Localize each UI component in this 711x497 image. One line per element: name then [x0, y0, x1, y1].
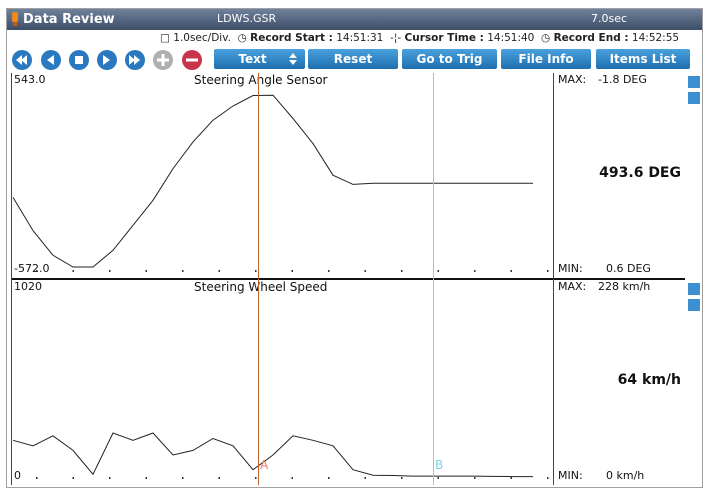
info-line: □ 1.0sec/Div. ◷ Record Start : 14:51:31 … [160, 32, 680, 44]
current-value: 64 km/h [617, 372, 681, 388]
time-tick [401, 270, 403, 272]
time-tick [255, 270, 257, 272]
time-tick [145, 477, 147, 479]
time-tick [291, 270, 293, 272]
max-value: -1.8 DEG [598, 73, 647, 86]
current-value: 493.6 DEG [599, 165, 681, 181]
time-tick [182, 477, 184, 479]
cursor-b-label: B [435, 458, 444, 472]
toolbar-button[interactable]: File Info [501, 49, 591, 69]
time-tick [474, 270, 476, 272]
y-min-label: -572.0 [14, 262, 50, 275]
time-tick [474, 477, 476, 479]
time-tick [109, 477, 111, 479]
time-tick [364, 477, 366, 479]
time-tick [182, 270, 184, 272]
min-label: MIN: [558, 469, 583, 482]
max-label: MAX: [558, 280, 587, 293]
min-label: MIN: [558, 262, 583, 275]
file-name: LDWS.GSR [217, 12, 277, 25]
close-button[interactable] [688, 283, 700, 295]
signal-plot [12, 432, 549, 479]
max-value: 228 km/h [598, 280, 651, 293]
time-tick [547, 477, 549, 479]
y-max-label: 1020 [14, 280, 42, 293]
division: 1.0sec/Div. [173, 32, 231, 44]
record-end: 14:52:55 [631, 32, 680, 44]
scale-button[interactable] [688, 299, 700, 311]
min-value: 0 km/h [606, 469, 645, 482]
signal-plot [12, 94, 549, 272]
cursor-a-line[interactable] [258, 73, 259, 485]
time-tick [364, 270, 366, 272]
time-tick [547, 270, 549, 272]
time-tick [255, 477, 257, 479]
y-min-label: 0 [14, 469, 21, 482]
app-icon [12, 12, 18, 26]
toolbar-button[interactable]: Reset Min.Max [308, 49, 398, 86]
time-tick [72, 477, 74, 479]
cursor-time-label: Cursor Time : [404, 32, 484, 44]
time-tick [36, 477, 38, 479]
time-tick [109, 270, 111, 272]
toolbar-button[interactable]: Text [214, 49, 305, 69]
time-tick [510, 477, 512, 479]
window-frame [6, 8, 703, 488]
record-start-label: Record Start : [250, 32, 333, 44]
time-tick [401, 477, 403, 479]
cursor-a-label: A [260, 458, 269, 472]
time-tick [72, 270, 74, 272]
side-divider [553, 73, 554, 485]
signal-title: Steering Angle Sensor [194, 73, 328, 87]
scale-button[interactable] [688, 92, 700, 104]
left-border [11, 73, 12, 485]
close-button[interactable] [688, 76, 700, 88]
arrow [289, 53, 297, 65]
min-value: 0.6 DEG [606, 262, 651, 275]
time-tick [218, 270, 220, 272]
time-tick [437, 270, 439, 272]
time-tick [510, 270, 512, 272]
dropdown-arrow [289, 53, 297, 65]
panel-divider [11, 278, 685, 280]
max-label: MAX: [558, 73, 587, 86]
time-tick [437, 477, 439, 479]
record-start: 14:51:31 [336, 32, 384, 44]
title-bar: Data Review LDWS.GSR 7.0sec [7, 9, 702, 30]
time-tick [291, 477, 293, 479]
toolbar-button[interactable]: Go to Trig [402, 49, 497, 69]
window-title: Data Review [23, 12, 115, 27]
signal-trace [12, 94, 533, 268]
y-max-label: 543.0 [14, 73, 46, 86]
record-end-label: Record End : [553, 32, 629, 44]
time-tick [145, 270, 147, 272]
cursor-time: 14:51:40 [487, 32, 535, 44]
time-tick [328, 270, 330, 272]
time-tick [36, 270, 38, 272]
time-tick [218, 477, 220, 479]
time-tick [328, 477, 330, 479]
signal-title: Steering Wheel Speed [194, 280, 328, 294]
duration: 7.0sec [591, 12, 628, 25]
signal-trace [12, 432, 533, 478]
cursor-b-line[interactable] [433, 73, 434, 485]
nav-buttons[interactable] [10, 48, 210, 72]
toolbar-button[interactable]: Items List [596, 49, 690, 69]
